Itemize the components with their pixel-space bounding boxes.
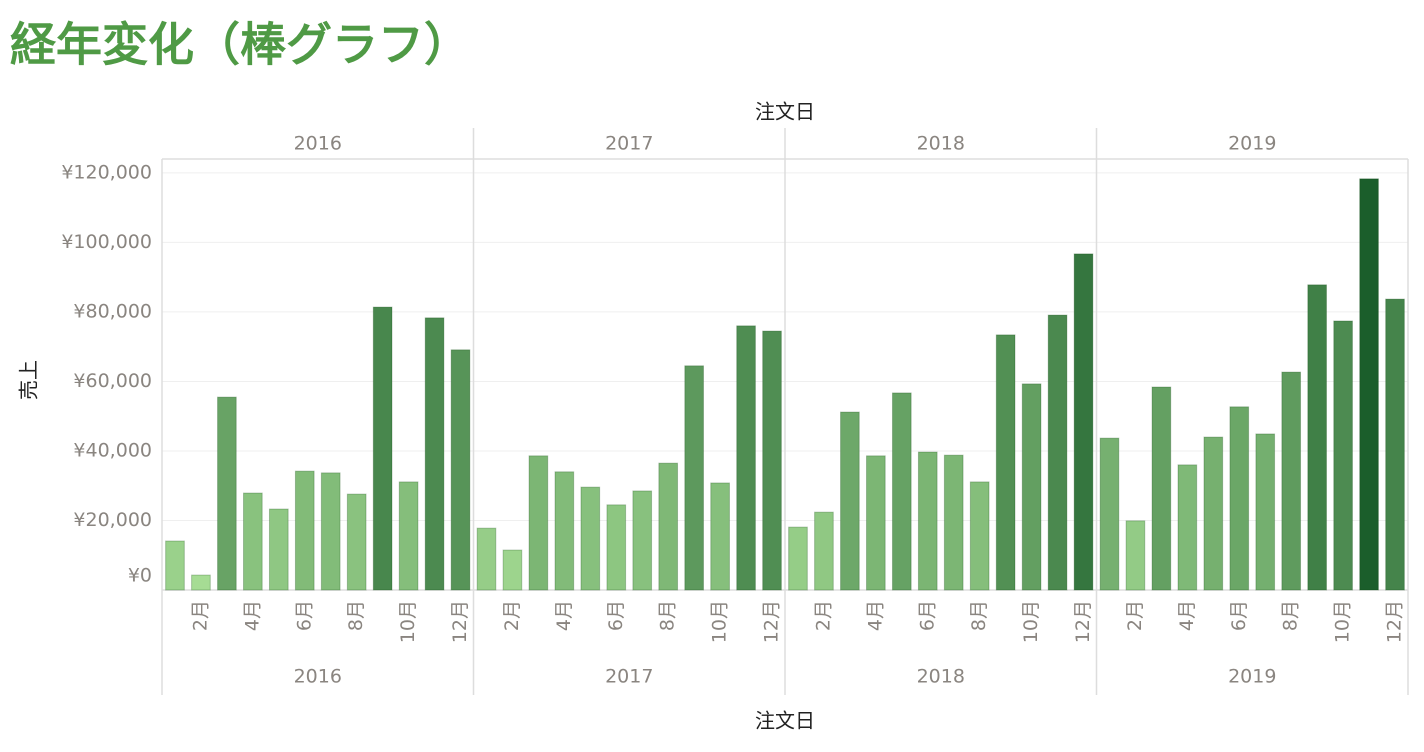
chart-title: 経年変化（棒グラフ） [10,18,470,72]
x-tick-label: 12月 [761,600,783,643]
bar [450,349,471,591]
x-tick-label: 10月 [1332,600,1354,643]
x-tick-label: 2月 [501,600,523,631]
bar [606,504,627,591]
x-tick-label: 6月 [916,600,938,631]
bar [943,454,964,591]
bar [1125,520,1146,591]
panel-header: 2016 [294,133,342,155]
x-tick-label: 2月 [812,600,834,631]
bar [1177,464,1198,591]
bar [191,574,211,591]
x-tick-label: 8月 [345,600,367,631]
y-tick-label: ¥120,000 [61,161,152,183]
x-tick-label: 6月 [605,600,627,631]
x-title: 注文日 [755,709,815,733]
bar [424,317,445,591]
x-tick-label: 4月 [864,600,886,631]
bar [580,486,601,591]
x-tick-label: 2月 [189,600,211,631]
bar [788,526,808,591]
bar [1047,314,1068,591]
x-tick-label: 12月 [1072,600,1094,643]
bar [840,411,860,591]
x-tick-label: 8月 [1280,600,1302,631]
bar [502,549,523,591]
x-tick-label: 10月 [397,600,419,643]
panel-header: 2019 [1228,133,1276,155]
bar [528,455,549,591]
bar [1099,437,1120,591]
x-tick-label: 4月 [1176,600,1198,631]
y-tick-label: ¥60,000 [73,370,152,392]
x-tick-label: 10月 [709,600,731,643]
y-tick-label: ¥20,000 [73,509,152,531]
panel-footer: 2017 [605,666,653,688]
bar [917,451,938,591]
bar [1385,298,1405,591]
x-title-top: 注文日 [755,100,815,124]
bar [1333,320,1353,591]
bar [372,306,393,591]
bar [891,392,912,591]
bar [814,511,834,591]
x-tick-label: 8月 [968,600,990,631]
bar [165,540,185,591]
bar [866,455,886,591]
x-tick-label: 12月 [449,600,471,643]
bar [658,462,679,591]
bar [243,492,263,591]
x-tick-label: 6月 [293,600,315,631]
bar [268,508,289,591]
y-tick-label: ¥0 [128,565,152,587]
panel-footer: 2016 [294,666,342,688]
bar [1359,178,1379,591]
bar [1281,371,1302,591]
y-tick-label: ¥100,000 [61,231,152,253]
bar [554,471,575,591]
x-tick-label: 2月 [1124,600,1146,631]
bar [969,481,990,591]
y-tick-label: ¥40,000 [73,439,152,461]
x-tick-label: 4月 [553,600,575,631]
bar [346,493,367,591]
x-tick-label: 8月 [657,600,679,631]
bar [476,527,497,591]
x-tick-label: 4月 [241,600,263,631]
bar [762,330,782,591]
bar [736,325,756,591]
bar [1021,383,1042,591]
panel-footer: 2018 [917,666,965,688]
bar [710,482,730,591]
bar [632,490,653,591]
bar [684,365,704,591]
bar [398,481,419,591]
panel-header: 2017 [605,133,653,155]
panel-header: 2018 [917,133,965,155]
y-tick-label: ¥80,000 [73,300,152,322]
bar [1307,284,1327,591]
bar [1229,406,1250,591]
bar [1151,386,1172,591]
bar [294,470,315,591]
bar [320,472,341,591]
bar [1073,253,1094,591]
bar [995,334,1016,591]
bar [1255,433,1276,591]
panel-footer: 2019 [1228,666,1276,688]
x-tick-label: 12月 [1384,600,1406,643]
y-title: 売上 [17,360,41,400]
x-tick-label: 6月 [1228,600,1250,631]
x-tick-label: 10月 [1020,600,1042,643]
bar [1203,436,1224,591]
bar [217,396,237,591]
